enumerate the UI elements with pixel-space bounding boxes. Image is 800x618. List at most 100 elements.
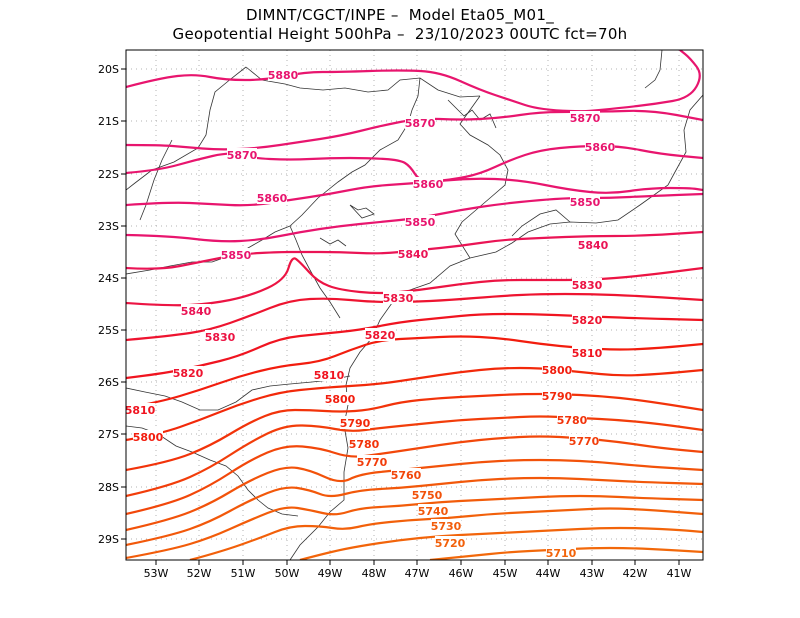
contour-line-10 bbox=[126, 366, 703, 442]
map-title-line-1: DIMNT/CGCT/INPE – Model Eta05_M01_ bbox=[245, 6, 555, 24]
contour-label: 5830 bbox=[572, 279, 603, 292]
contour-label-background bbox=[383, 291, 413, 304]
contour-label-background bbox=[542, 363, 572, 376]
contour-label: 5780 bbox=[349, 438, 380, 451]
lat-label-22s: 22S bbox=[98, 168, 119, 181]
lon-label-49w: 49W bbox=[318, 567, 343, 580]
contour-label: 5740 bbox=[418, 505, 449, 518]
contour-label-background bbox=[405, 215, 435, 228]
contour-line-15 bbox=[126, 476, 703, 547]
contour-label-background bbox=[569, 434, 599, 447]
contour-label: 5720 bbox=[435, 537, 466, 550]
lon-label-47w: 47W bbox=[405, 567, 430, 580]
lat-label-28s: 28S bbox=[98, 481, 119, 494]
contour-label: 5750 bbox=[412, 489, 443, 502]
contour-label: 5800 bbox=[133, 431, 164, 444]
lat-label-26s: 26S bbox=[98, 376, 119, 389]
lon-label-44w: 44W bbox=[536, 567, 561, 580]
lat-label-29s: 29S bbox=[98, 533, 119, 546]
contour-label-background bbox=[578, 238, 608, 251]
state-border-west bbox=[289, 225, 341, 319]
contour-label: 5870 bbox=[227, 149, 258, 162]
contour-label: 5860 bbox=[585, 141, 616, 154]
islands-center bbox=[349, 204, 375, 219]
contour-label-background bbox=[349, 437, 379, 450]
contour-label-background bbox=[173, 366, 203, 379]
state-border-mg bbox=[289, 77, 421, 227]
contour-line-2 bbox=[126, 144, 703, 183]
state-border-upper bbox=[126, 66, 247, 191]
contour-label-background bbox=[570, 195, 600, 208]
contour-label-background bbox=[413, 177, 443, 190]
contour-label: 5880 bbox=[268, 69, 299, 82]
contour-label-background bbox=[570, 111, 600, 124]
contour-line-1 bbox=[126, 50, 701, 151]
contour-label: 5810 bbox=[314, 369, 345, 382]
lat-label-20s: 20S bbox=[98, 63, 119, 76]
contour-label: 5860 bbox=[413, 178, 444, 191]
river-border bbox=[139, 139, 173, 221]
contour-label-background bbox=[221, 248, 251, 261]
contour-label-background bbox=[391, 468, 421, 481]
contour-line-8 bbox=[126, 312, 703, 380]
contour-label: 5850 bbox=[221, 249, 252, 262]
lat-label-24s: 24S bbox=[98, 272, 119, 285]
contour-line-16 bbox=[126, 494, 703, 560]
contour-label-background bbox=[572, 346, 602, 359]
contour-label-background bbox=[268, 68, 298, 81]
contour-line-18 bbox=[299, 526, 703, 560]
upper-right-border bbox=[644, 50, 663, 89]
contour-label: 5820 bbox=[365, 329, 396, 342]
contour-label: 5850 bbox=[405, 216, 436, 229]
coastline bbox=[289, 94, 703, 560]
tick-marks bbox=[121, 68, 680, 565]
contour-label: 5790 bbox=[340, 417, 371, 430]
contour-label: 5790 bbox=[542, 390, 573, 403]
contour-label-background bbox=[435, 536, 465, 549]
lat-label-25s: 25S bbox=[98, 324, 119, 337]
contour-line-0 bbox=[126, 69, 703, 122]
lon-label-50w: 50W bbox=[275, 567, 300, 580]
contour-label: 5840 bbox=[181, 305, 212, 318]
contour-line-14 bbox=[126, 458, 703, 532]
contour-label: 5850 bbox=[570, 196, 601, 209]
lon-label-45w: 45W bbox=[493, 567, 518, 580]
contour-label: 5820 bbox=[173, 367, 204, 380]
contour-label: 5830 bbox=[205, 331, 236, 344]
contour-label-background bbox=[357, 455, 387, 468]
contour-label-background bbox=[365, 328, 395, 341]
contour-label: 5770 bbox=[357, 456, 388, 469]
bay-outline bbox=[511, 209, 571, 237]
contour-label: 5870 bbox=[570, 112, 601, 125]
lon-label-51w: 51W bbox=[231, 567, 256, 580]
contour-label-background bbox=[181, 304, 211, 317]
contour-label-background bbox=[412, 488, 442, 501]
contour-label-background bbox=[205, 330, 235, 343]
lat-label-21s: 21S bbox=[98, 115, 119, 128]
islands-north bbox=[447, 99, 497, 129]
contour-line-17 bbox=[189, 507, 703, 560]
contour-label: 5810 bbox=[572, 347, 603, 360]
contour-label-background bbox=[572, 278, 602, 291]
contour-label: 5770 bbox=[569, 435, 600, 448]
contour-label: 5710 bbox=[546, 547, 577, 560]
contour-labels: 5880 5870 5870 5870 5860 5860 5860 5850 5850 5850… bbox=[125, 68, 616, 560]
contour-label: 5760 bbox=[391, 469, 422, 482]
contour-label-background bbox=[546, 546, 576, 559]
contour-label: 5860 bbox=[257, 192, 288, 205]
contour-label: 5840 bbox=[578, 239, 609, 252]
contour-label-background bbox=[557, 413, 587, 426]
contour-label-background bbox=[125, 403, 155, 416]
lon-label-48w: 48W bbox=[362, 567, 387, 580]
longitude-labels: 53W 52W 51W 50W 49W 48W 47W 46W 45W 44W … bbox=[144, 567, 692, 580]
state-border-east bbox=[454, 95, 509, 259]
lon-label-43w: 43W bbox=[580, 567, 605, 580]
lon-label-46w: 46W bbox=[449, 567, 474, 580]
contour-label-background bbox=[257, 191, 287, 204]
contour-label-background bbox=[133, 430, 163, 443]
contour-label: 5820 bbox=[572, 314, 603, 327]
plot-frame bbox=[125, 49, 704, 561]
state-border-sc bbox=[126, 375, 351, 411]
contour-label-background bbox=[340, 416, 370, 429]
